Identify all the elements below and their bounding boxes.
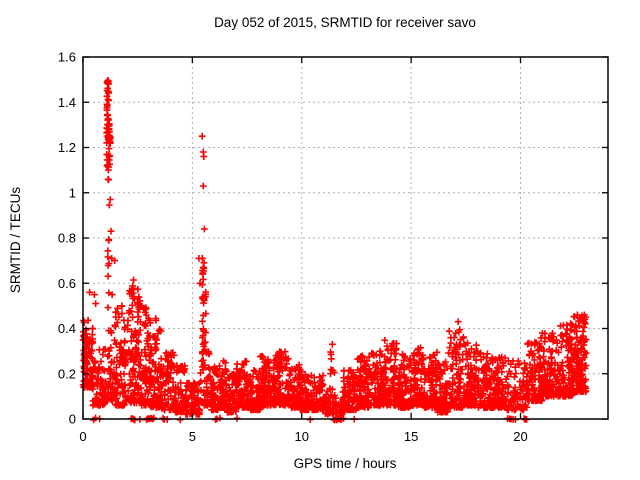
- chart-title: Day 052 of 2015, SRMTID for receiver sav…: [214, 15, 476, 30]
- x-tick-label: 15: [404, 429, 418, 444]
- plot-area-border: [82, 56, 609, 420]
- y-axis-label: SRMTID / TECUs: [8, 187, 23, 294]
- x-tick-label: 20: [513, 429, 527, 444]
- grid-lines: [83, 57, 608, 419]
- y-tick-label: 0: [69, 412, 76, 427]
- tick-labels: 0 5 10 15 20 0 0.2 0.4 0.6 0.8 1 1.2 1.4 1.6: [58, 50, 528, 445]
- y-tick-label: 0.6: [58, 276, 76, 291]
- y-tick-label: 1.4: [58, 95, 76, 110]
- y-tick-label: 1.6: [58, 50, 76, 65]
- x-tick-label: 5: [189, 429, 196, 444]
- x-tick-label: 0: [79, 429, 86, 444]
- x-axis-label: GPS time / hours: [294, 456, 397, 471]
- y-tick-label: 0.4: [58, 321, 76, 336]
- y-tick-label: 1: [69, 185, 76, 200]
- y-tick-label: 0.2: [58, 366, 76, 381]
- y-tick-label: 0.8: [58, 231, 76, 246]
- y-tick-label: 1.2: [58, 140, 76, 155]
- data-points: [79, 77, 590, 424]
- scatter-plus-markers: [79, 77, 590, 424]
- x-tick-label: 10: [295, 429, 309, 444]
